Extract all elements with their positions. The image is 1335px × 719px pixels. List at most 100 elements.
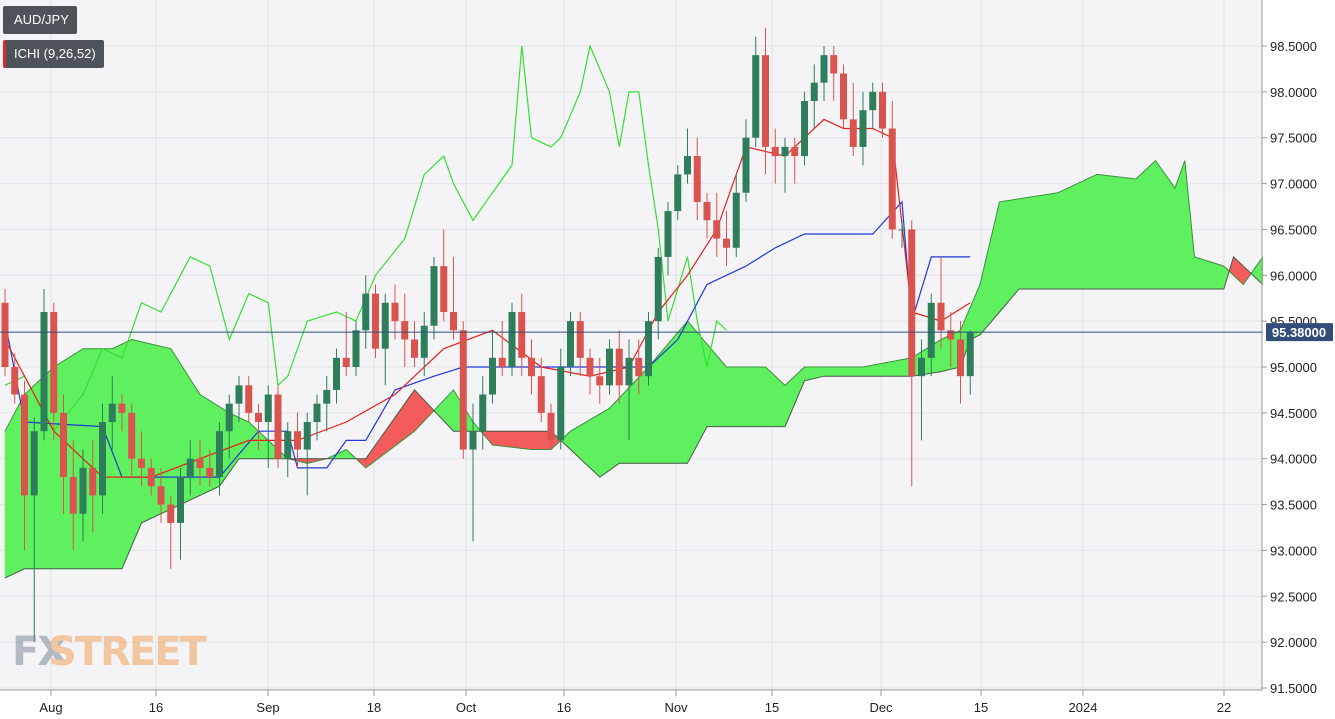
candle xyxy=(927,293,935,377)
kumo-segment xyxy=(501,430,513,448)
candle xyxy=(196,440,204,487)
candle xyxy=(333,348,340,404)
candle xyxy=(849,82,857,157)
kumo-segment xyxy=(521,430,532,450)
kumo-segment xyxy=(843,366,854,377)
candle xyxy=(791,137,799,184)
candle xyxy=(469,403,477,542)
candle xyxy=(479,376,487,450)
candle-body xyxy=(752,55,760,138)
kumo-segment xyxy=(852,366,864,377)
candle xyxy=(450,256,457,340)
candle-body xyxy=(157,486,165,505)
candle-body xyxy=(918,357,925,377)
kumo-segment xyxy=(999,200,1010,313)
candle-body xyxy=(391,302,399,322)
candle xyxy=(381,293,389,386)
kumo-segment xyxy=(891,359,903,377)
kumo-segment xyxy=(72,348,84,570)
kumo-segment xyxy=(657,343,669,464)
candle xyxy=(742,119,750,202)
candle xyxy=(567,311,574,377)
candle-body xyxy=(762,55,769,147)
candle xyxy=(888,101,896,239)
kumo-segment xyxy=(882,361,893,377)
candle-body xyxy=(596,376,604,386)
candle xyxy=(908,220,916,487)
candle-body xyxy=(284,431,292,459)
candle xyxy=(966,330,974,395)
candle xyxy=(147,458,155,496)
candle xyxy=(60,394,67,514)
candle xyxy=(313,394,321,441)
candle-body xyxy=(303,422,311,450)
x-tick-label: 16 xyxy=(149,700,163,715)
kijun-sen-line xyxy=(4,200,971,478)
candle xyxy=(30,417,38,643)
x-tick-label: 2024 xyxy=(1069,700,1098,715)
candle xyxy=(225,394,233,459)
candle xyxy=(859,91,867,166)
candle xyxy=(459,321,467,459)
candle-body xyxy=(50,311,58,413)
kumo-segment xyxy=(4,412,16,579)
candle xyxy=(937,256,945,349)
kumo-segment xyxy=(618,386,630,464)
candle-body xyxy=(138,458,145,468)
indicator-badge[interactable]: ICHI (9,26,52) xyxy=(3,40,104,68)
candle xyxy=(99,403,106,514)
candle xyxy=(576,311,584,377)
candle-body xyxy=(108,403,116,423)
candle xyxy=(957,321,964,404)
kumo-segment xyxy=(199,393,211,496)
candle-body xyxy=(128,412,136,459)
candle-body xyxy=(625,357,633,386)
candle-body xyxy=(216,431,223,478)
candle-body xyxy=(479,394,487,432)
candle-body xyxy=(264,394,272,423)
symbol-label: AUD/JPY xyxy=(14,12,69,27)
candle xyxy=(21,380,28,551)
kumo-segment xyxy=(1164,173,1176,290)
symbol-badge[interactable]: AUD/JPY xyxy=(3,6,77,34)
candle xyxy=(879,82,886,138)
kumo-segment xyxy=(1203,259,1215,290)
candle-body xyxy=(459,330,467,450)
candle-body xyxy=(430,266,438,326)
candle xyxy=(586,348,594,395)
candle xyxy=(138,431,145,487)
candle xyxy=(50,302,58,441)
kumo-segment xyxy=(511,430,523,449)
candle-body xyxy=(947,330,955,340)
candle-body xyxy=(664,211,672,257)
candle xyxy=(118,394,126,432)
candle-body xyxy=(206,467,214,478)
candle-body xyxy=(840,73,847,120)
kumo-segment xyxy=(189,378,201,501)
candle-body xyxy=(684,156,691,175)
candle xyxy=(771,128,779,184)
y-tick-label: 93.0000 xyxy=(1270,543,1317,558)
candle-body xyxy=(557,367,565,441)
kumo-segment xyxy=(726,366,737,427)
candle xyxy=(274,385,282,468)
candle xyxy=(732,174,740,257)
x-tick-label: 18 xyxy=(367,700,381,715)
candle xyxy=(157,467,165,523)
candle xyxy=(498,321,506,377)
kumo-segment xyxy=(833,366,844,377)
x-tick-label: 15 xyxy=(765,700,779,715)
candle-body xyxy=(294,431,301,450)
x-tick-label: 16 xyxy=(557,700,571,715)
candle xyxy=(947,311,955,367)
candle-body xyxy=(352,330,360,367)
candle-body xyxy=(723,238,730,248)
kumo-segment xyxy=(1135,169,1147,290)
candle xyxy=(430,256,438,340)
kumo-segment xyxy=(1145,159,1156,290)
candles xyxy=(1,27,974,643)
candle-body xyxy=(732,192,740,248)
candle-body xyxy=(69,477,77,514)
x-tick-label: Oct xyxy=(456,700,477,715)
